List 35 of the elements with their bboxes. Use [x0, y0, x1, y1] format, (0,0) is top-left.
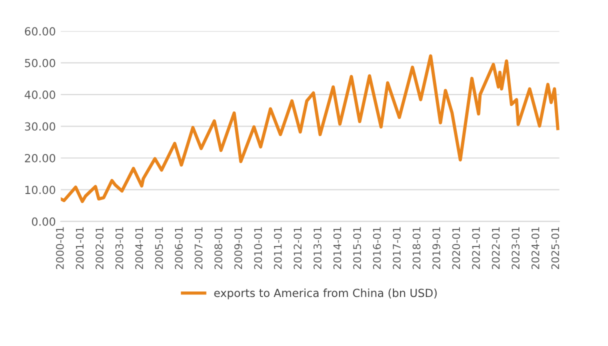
- x-tick-label: 2008-01: [214, 227, 222, 270]
- x-tick-label: 2007-01: [194, 227, 203, 270]
- x-tick-label: 2013-01: [314, 227, 322, 270]
- x-tick-label: 2019-01: [432, 227, 440, 270]
- x-tick-label: 2015-01: [353, 227, 362, 270]
- y-tick-label: 0.00: [32, 217, 56, 226]
- x-tick-label: 2006-01: [174, 227, 183, 270]
- x-tick-label: 2004-01: [135, 227, 144, 270]
- x-tick-label: 2024-01: [531, 227, 540, 270]
- x-tick-label: 2005-01: [155, 227, 163, 270]
- y-tick-label: 60.00: [24, 27, 56, 36]
- x-tick-label: 2016-01: [372, 227, 381, 270]
- x-tick-label: 2000-01: [56, 227, 64, 270]
- x-tick-label: 2021-01: [472, 227, 480, 270]
- x-tick-label: 2001-01: [76, 227, 84, 270]
- y-tick-label: 10.00: [25, 186, 56, 194]
- x-tick-label: 2022-01: [492, 227, 500, 270]
- x-tick-label: 2009-01: [234, 227, 242, 270]
- x-tick-label: 2017-01: [392, 227, 401, 270]
- y-tick-label: 40.00: [24, 90, 56, 99]
- x-tick-label: 2012-01: [294, 227, 302, 270]
- legend-label: exports to America from China (bn USD): [214, 288, 437, 300]
- x-tick-label: 2011-01: [274, 227, 282, 270]
- x-tick-label: 2010-01: [254, 227, 262, 270]
- x-tick-label: 2018-01: [412, 227, 420, 270]
- y-tick-label: 20.00: [24, 154, 56, 162]
- x-tick-label: 2003-01: [115, 227, 124, 270]
- x-tick-label: 2014-01: [333, 227, 342, 270]
- y-tick-label: 30.00: [24, 122, 56, 131]
- x-tick-label: 2020-01: [452, 227, 460, 270]
- line-series: [60, 54, 560, 204]
- x-tick-label: 2025-01: [551, 227, 560, 270]
- y-tick-label: 50.00: [24, 58, 56, 68]
- x-tick-label: 2002-01: [96, 227, 104, 270]
- x-tick-label: 2023-01: [512, 227, 520, 270]
